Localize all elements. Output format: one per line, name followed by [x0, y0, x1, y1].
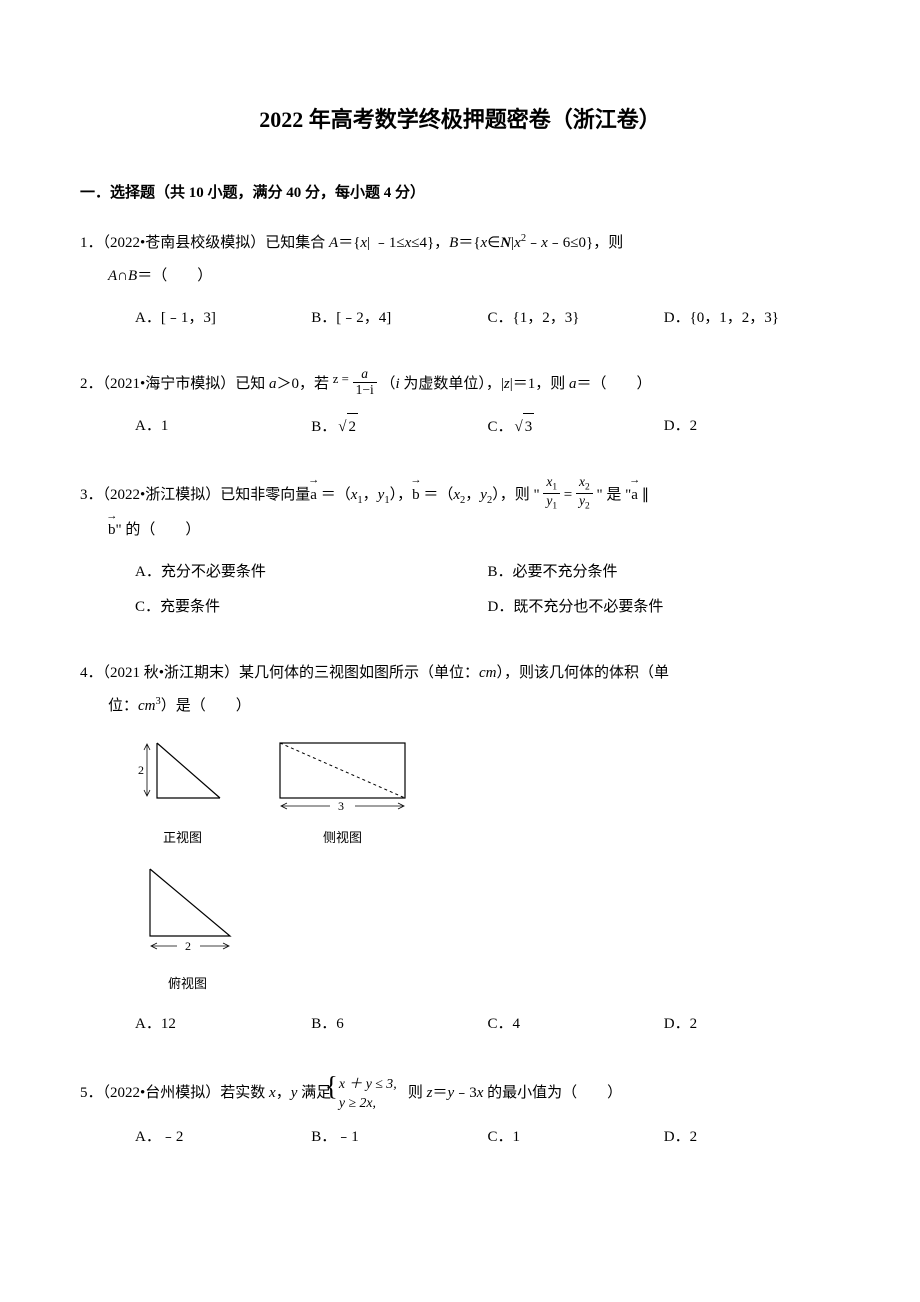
dim-label: 2 [185, 939, 191, 953]
q2-options: A．1 B．2 C．3 D．2 [80, 413, 840, 449]
q4-opt-a: A．12 [135, 1011, 311, 1038]
top-view-diagram: 2 俯视图 [135, 864, 240, 995]
front-view-label: 正视图 [135, 826, 230, 849]
q2-opt-d: D．2 [664, 413, 840, 441]
fraction-icon: x2y2 [576, 475, 593, 512]
q5-stem: 5．（2022•台州模拟）若实数 x，y 满足 { x ＋ y ≤ 3, y ≥… [80, 1074, 840, 1113]
q5-opt-b: B．﹣1 [311, 1124, 487, 1151]
q3-stem: 3．（2022•浙江模拟）已知非零向量a ＝（x1，y1），b ＝（x2，y2）… [80, 477, 840, 547]
q4-diagrams-top: 2 正视图 3 侧视图 [80, 738, 840, 849]
q5-opt-d: D．2 [664, 1124, 840, 1151]
section-header: 一．选择题（共 10 小题，满分 40 分，每小题 4 分） [80, 180, 840, 207]
q1-opt-a: A．[﹣1，3] [135, 305, 311, 332]
system-brace-icon: { x ＋ y ≤ 3, y ≥ 2x, [335, 1074, 397, 1113]
q4-opt-b: B．6 [311, 1011, 487, 1038]
q3-opt-d: D．既不充分也不必要条件 [488, 594, 841, 621]
q2-stem: 2．（2021•海宁市模拟）已知 a＞0，若 z = a 1−i （i 为虚数单… [80, 368, 840, 401]
q4-stem: 4．（2021 秋•浙江期末）某几何体的三视图如图所示（单位：cm），则该几何体… [80, 657, 840, 723]
q3-opt-b: B．必要不充分条件 [488, 559, 841, 586]
q5-options: A．﹣2 B．﹣1 C．1 D．2 [80, 1124, 840, 1159]
q2-opt-c: C．3 [488, 413, 664, 441]
fraction-icon: x1y1 [543, 475, 560, 512]
fraction-icon: a 1−i [353, 367, 377, 398]
dim-label: 3 [338, 799, 344, 813]
front-view-svg: 2 [135, 738, 230, 813]
question-4: 4．（2021 秋•浙江期末）某几何体的三视图如图所示（单位：cm），则该几何体… [80, 657, 840, 1046]
top-view-svg: 2 [135, 864, 240, 959]
q1-options: A．[﹣1，3] B．[﹣2，4] C．{1，2，3} D．{0，1，2，3} [80, 305, 840, 340]
question-2: 2．（2021•海宁市模拟）已知 a＞0，若 z = a 1−i （i 为虚数单… [80, 368, 840, 449]
q3-options: A．充分不必要条件 B．必要不充分条件 C．充要条件 D．既不充分也不必要条件 [80, 559, 840, 629]
vector-a-icon: a [631, 479, 638, 512]
vector-b-icon: b [412, 479, 420, 512]
q1-opt-c: C．{1，2，3} [488, 305, 664, 332]
front-view-diagram: 2 正视图 [135, 738, 230, 849]
dim-label: 2 [138, 763, 144, 777]
vector-a-icon: a [310, 479, 317, 512]
q5-opt-c: C．1 [488, 1124, 664, 1151]
top-view-label: 俯视图 [135, 972, 240, 995]
vector-b-icon: b [108, 514, 116, 547]
q3-opt-c: C．充要条件 [135, 594, 488, 621]
q4-diagrams-bottom: 2 俯视图 [80, 864, 840, 995]
q2-opt-b: B．2 [311, 413, 487, 441]
q5-opt-a: A．﹣2 [135, 1124, 311, 1151]
sqrt-icon: 2 [336, 413, 358, 441]
question-3: 3．（2022•浙江模拟）已知非零向量a ＝（x1，y1），b ＝（x2，y2）… [80, 477, 840, 629]
q1-opt-d: D．{0，1，2，3} [664, 305, 840, 332]
side-view-diagram: 3 侧视图 [270, 738, 415, 849]
question-1: 1．（2022•苍南县校级模拟）已知集合 A＝{x| ﹣1≤x≤4}，B＝{x∈… [80, 227, 840, 340]
page-title: 2022 年高考数学终极押题密卷（浙江卷） [80, 100, 840, 140]
q4-options: A．12 B．6 C．4 D．2 [80, 1011, 840, 1046]
sqrt-icon: 3 [513, 413, 535, 441]
q3-opt-a: A．充分不必要条件 [135, 559, 488, 586]
q2-opt-a: A．1 [135, 413, 311, 441]
q4-opt-d: D．2 [664, 1011, 840, 1038]
question-5: 5．（2022•台州模拟）若实数 x，y 满足 { x ＋ y ≤ 3, y ≥… [80, 1074, 840, 1160]
q1-stem: 1．（2022•苍南县校级模拟）已知集合 A＝{x| ﹣1≤x≤4}，B＝{x∈… [80, 227, 840, 293]
side-view-svg: 3 [270, 738, 415, 813]
q4-opt-c: C．4 [488, 1011, 664, 1038]
q1-opt-b: B．[﹣2，4] [311, 305, 487, 332]
side-view-label: 侧视图 [270, 826, 415, 849]
